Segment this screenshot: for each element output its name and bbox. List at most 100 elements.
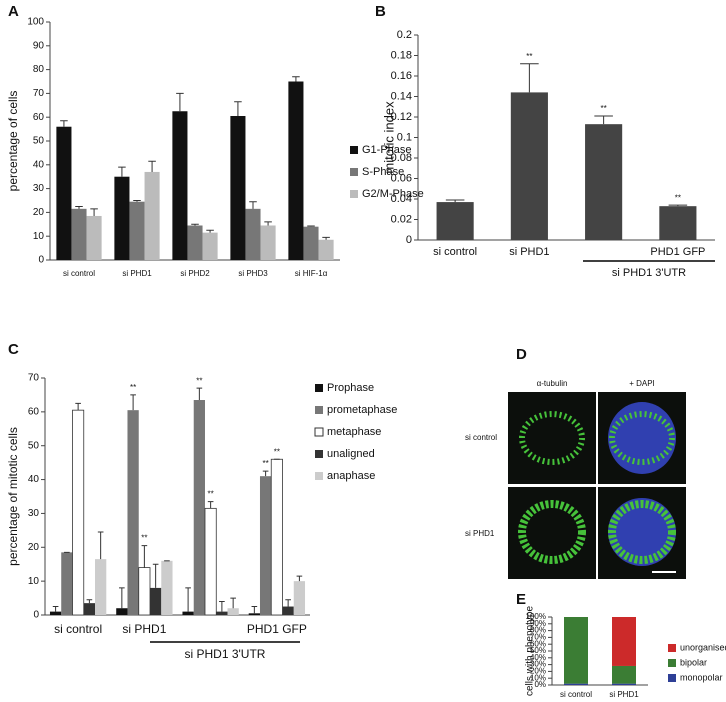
bar: [612, 617, 636, 666]
x-tick-label: si control: [63, 269, 95, 278]
bar: [564, 617, 588, 684]
bar: [245, 208, 261, 260]
error-bar: [60, 120, 68, 127]
error-bar: [219, 600, 225, 612]
x-tick-label: si PHD1: [609, 690, 639, 699]
bar: [612, 665, 636, 684]
y-tick-label: 50: [28, 440, 40, 451]
error-bar: [196, 387, 203, 401]
y-tick-label: 0.2: [397, 29, 412, 41]
y-tick-label: 0.16: [391, 70, 412, 82]
error-bar: [86, 599, 93, 604]
bar: [270, 458, 283, 616]
legend-swatch: [668, 674, 676, 682]
y-axis-label: mitotic index: [381, 101, 396, 174]
y-tick-label: 70%: [530, 633, 546, 642]
bar: [282, 606, 294, 615]
bar: [129, 201, 145, 260]
y-tick-label: 80%: [530, 626, 546, 635]
error-bar: [97, 531, 104, 560]
error-bar: [75, 402, 81, 411]
error-bar: [191, 223, 199, 226]
error-bar: [262, 470, 269, 477]
error-bar: [119, 587, 125, 609]
bar: [144, 171, 160, 260]
bar: [83, 603, 96, 615]
panel-letter: D: [516, 346, 527, 363]
bar: [49, 611, 62, 615]
spindle: [518, 500, 586, 564]
bar: [248, 613, 260, 615]
y-tick-label: 0: [38, 255, 44, 266]
bar: [138, 567, 151, 616]
error-bar: [141, 545, 148, 568]
error-bar: [251, 606, 258, 614]
bar: [585, 124, 623, 240]
bar: [260, 225, 276, 260]
bar: [71, 208, 87, 260]
error-bar: [133, 200, 141, 202]
y-tick-label: 0.08: [391, 152, 412, 164]
bar: [95, 559, 107, 615]
column-label: α-tubulin: [537, 379, 568, 388]
bar: [187, 225, 203, 260]
y-tick-label: 40: [28, 474, 40, 485]
legend-label: S-Phase: [362, 166, 404, 178]
y-tick-label: 30%: [530, 660, 546, 669]
bar: [182, 611, 194, 615]
x-tick-label: si PHD2: [180, 269, 210, 278]
x-tick-label: si HIF-1α: [295, 269, 328, 278]
spindle: [609, 411, 675, 465]
bar: [659, 206, 697, 240]
bar: [150, 587, 162, 615]
x-tick-label: si PHD3: [238, 269, 268, 278]
spindle: [608, 500, 676, 564]
legend-swatch: [315, 472, 323, 480]
y-tick-label: 0.02: [391, 213, 412, 225]
x-tick-label: si control: [560, 690, 592, 699]
significance: **: [196, 376, 202, 385]
legend-label: bipolar: [680, 657, 707, 667]
row-label: si PHD1: [465, 529, 495, 538]
error-bar: [176, 92, 184, 112]
bar: [61, 552, 73, 615]
spindle: [519, 411, 585, 465]
y-tick-label: 100%: [526, 612, 546, 621]
panel-letter: A: [8, 3, 19, 20]
bar: [230, 116, 246, 260]
y-tick-label: 60: [28, 406, 40, 417]
bar: [116, 608, 128, 615]
legend-swatch: [350, 146, 358, 154]
legend-swatch: [350, 168, 358, 176]
error-bar: [264, 221, 272, 226]
y-tick-label: 60%: [530, 639, 546, 648]
panel-letter: E: [516, 591, 526, 608]
legend-label: prometaphase: [327, 404, 397, 416]
row-label: si control: [465, 433, 497, 442]
y-tick-label: 0.1: [397, 131, 412, 143]
y-tick-label: 90%: [530, 619, 546, 628]
legend-label: unorganised: [680, 642, 726, 652]
y-tick-label: 20%: [530, 667, 546, 676]
bar: [259, 476, 272, 615]
bar: [216, 611, 228, 615]
error-bar: [148, 160, 156, 172]
error-bar: [520, 63, 539, 93]
bar: [86, 215, 102, 260]
legend-label: Prophase: [327, 382, 374, 394]
y-tick-label: 90: [33, 40, 45, 51]
bar: [127, 410, 139, 615]
group-label: si PHD1 3'UTR: [612, 267, 686, 279]
y-tick-label: 20: [33, 207, 45, 218]
column-label: + DAPI: [629, 379, 655, 388]
bar: [172, 111, 188, 260]
bar: [293, 581, 306, 615]
y-tick-label: 10: [28, 576, 40, 587]
error-bar: [445, 199, 465, 203]
error-bar: [285, 599, 291, 607]
legend-label: G1-Phase: [362, 144, 412, 156]
legend-swatch: [668, 659, 676, 667]
error-bar: [234, 101, 242, 117]
y-tick-label: 100: [27, 17, 44, 28]
